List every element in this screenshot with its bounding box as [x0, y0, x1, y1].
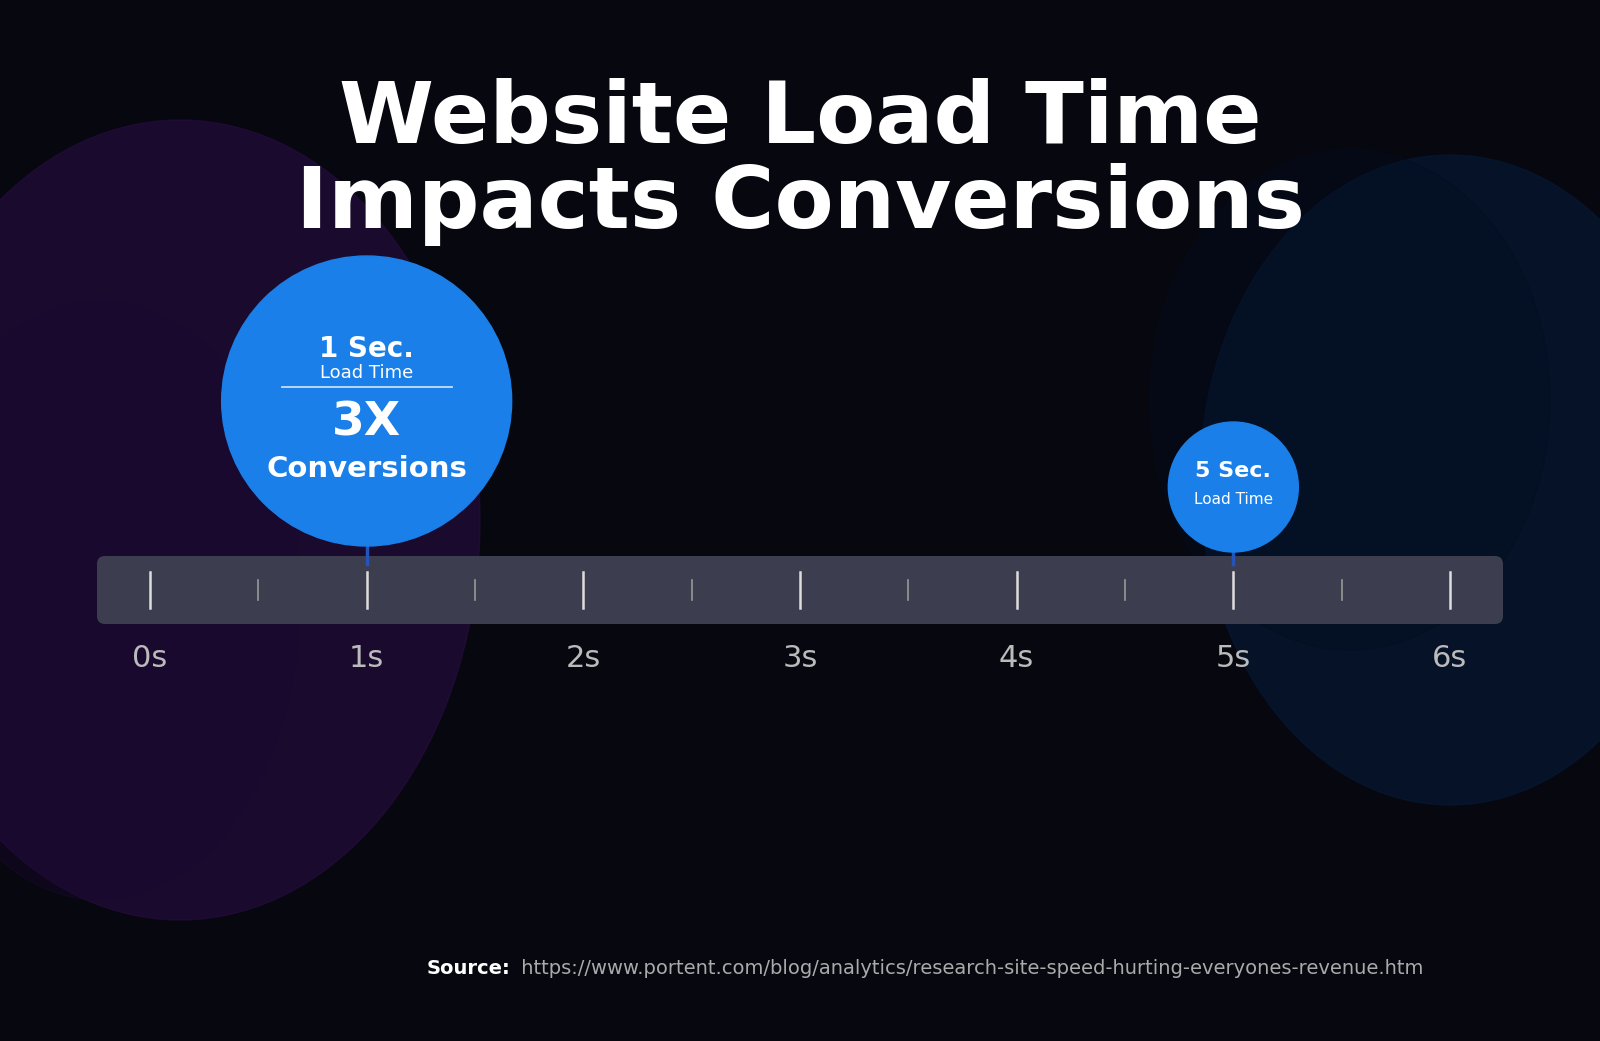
Text: Impacts Conversions: Impacts Conversions	[296, 163, 1304, 247]
Text: Source:: Source:	[426, 959, 510, 977]
Text: 3s: 3s	[782, 644, 818, 672]
Text: 2s: 2s	[566, 644, 602, 672]
Text: Load Time: Load Time	[320, 364, 413, 382]
Text: https://www.portent.com/blog/analytics/research-site-speed-hurting-everyones-rev: https://www.portent.com/blog/analytics/r…	[515, 959, 1424, 977]
Ellipse shape	[0, 300, 301, 900]
Ellipse shape	[0, 120, 480, 920]
Text: Conversions: Conversions	[266, 455, 467, 483]
Text: 0s: 0s	[133, 644, 168, 672]
Ellipse shape	[1200, 155, 1600, 805]
Text: 3X: 3X	[333, 401, 402, 446]
Text: Website Load Time: Website Load Time	[339, 78, 1261, 161]
Text: 5s: 5s	[1216, 644, 1251, 672]
Text: 1 Sec.: 1 Sec.	[320, 335, 414, 363]
Ellipse shape	[1150, 150, 1550, 650]
Circle shape	[1168, 422, 1298, 552]
Text: 6s: 6s	[1432, 644, 1467, 672]
FancyBboxPatch shape	[98, 556, 1502, 624]
Text: 4s: 4s	[998, 644, 1034, 672]
Text: 1s: 1s	[349, 644, 384, 672]
Circle shape	[222, 256, 512, 545]
Text: 5 Sec.: 5 Sec.	[1195, 461, 1272, 481]
Text: Load Time: Load Time	[1194, 491, 1274, 507]
